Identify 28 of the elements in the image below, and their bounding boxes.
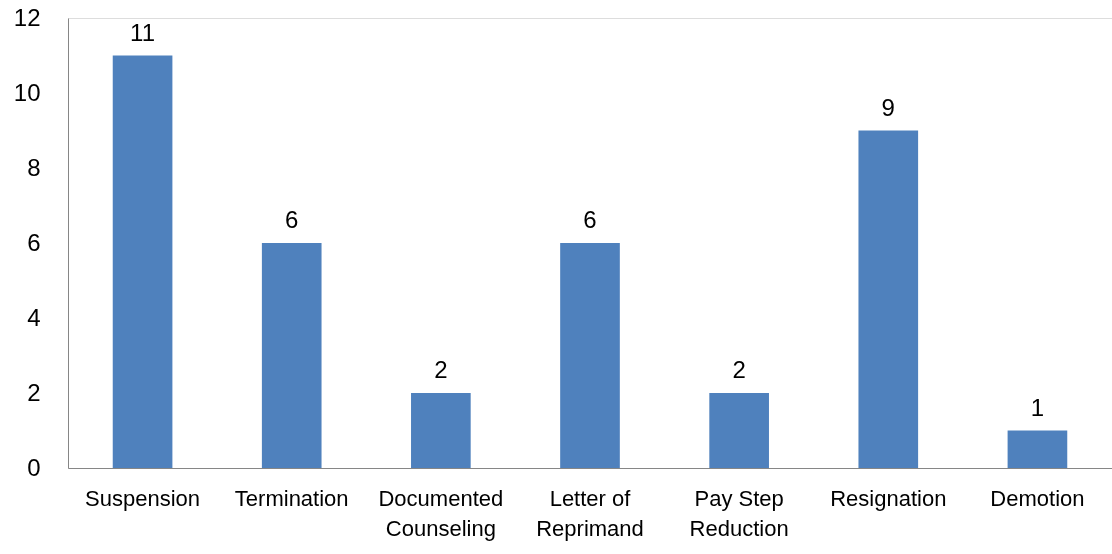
x-tick-label: Demotion	[990, 485, 1085, 511]
y-tick-label: 10	[13, 78, 41, 106]
data-label: 9	[881, 93, 895, 121]
bar	[1007, 430, 1068, 468]
y-tick-label: 0	[27, 453, 41, 481]
bar	[858, 130, 919, 468]
bar	[261, 243, 322, 468]
y-tick-label: 4	[27, 303, 41, 331]
y-tick-label: 6	[27, 228, 41, 256]
data-label: 1	[1030, 393, 1045, 421]
data-label: 6	[583, 206, 597, 233]
x-tick-label: Documented Counseling	[378, 485, 504, 541]
bar	[709, 393, 769, 468]
x-tick-label: Pay Step Reduction	[689, 485, 789, 541]
data-label: 2	[434, 356, 448, 383]
bar	[560, 243, 620, 468]
bar	[112, 55, 173, 468]
x-tick-label: Suspension	[85, 485, 201, 511]
x-tick-label: Resignation	[830, 485, 947, 511]
data-label: 6	[285, 206, 299, 233]
bar	[411, 393, 471, 468]
y-tick-label: 8	[27, 153, 41, 181]
y-tick-label: 2	[27, 378, 41, 406]
x-tick-label: Letter of Reprimand	[536, 485, 644, 541]
y-tick-label: 12	[13, 3, 41, 31]
x-tick-label: Termination	[234, 485, 349, 511]
data-label: 11	[130, 18, 156, 46]
data-label: 2	[732, 356, 746, 383]
